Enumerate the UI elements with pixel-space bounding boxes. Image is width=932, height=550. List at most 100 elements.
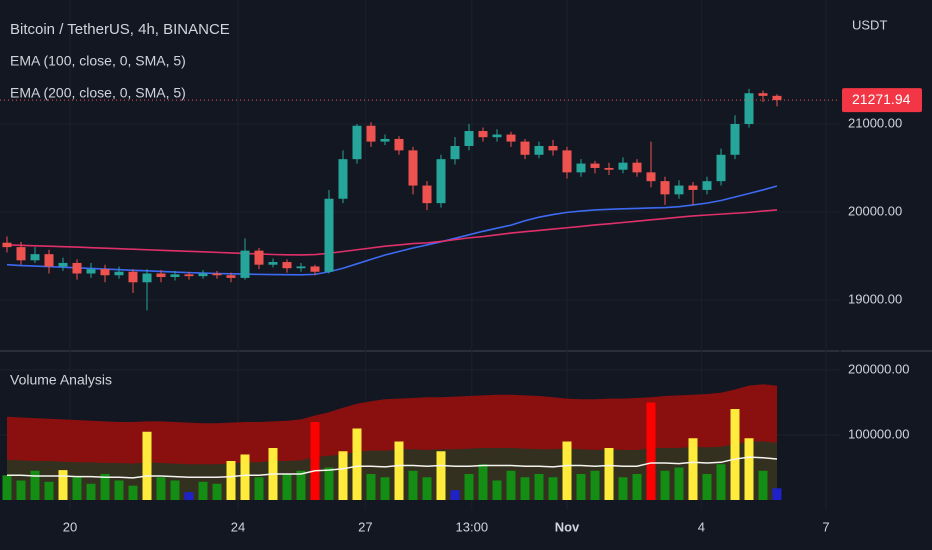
volume-bar [310,422,320,500]
volume-ma-line [7,456,778,479]
volume-bar [240,454,250,500]
candle-body [142,273,152,283]
volume-bar [660,470,670,500]
volume-bar [534,474,544,500]
volume-bar [128,485,138,500]
volume-bar [520,477,530,500]
legend-entry: EMA (100, close, 0, SMA, 5) [10,53,186,69]
candle-body [212,273,222,276]
candle-body [674,185,684,195]
volume-bar [576,474,586,500]
volume-bar [758,470,768,500]
candle-body [758,93,768,96]
volume-bar [422,477,432,500]
candle-body [58,262,68,267]
volume-bar [730,409,740,500]
candle-body [16,247,26,261]
volume-bar [674,467,684,500]
candle-body [422,185,432,204]
volume-bar [72,477,82,500]
candle-body [730,123,740,155]
chart-title: Bitcoin / TetherUS, 4h, BINANCE [10,21,230,38]
x-tick-label: 24 [231,519,245,534]
candle-body [772,95,782,101]
volume-bar [492,480,502,500]
y-tick-label: 200000.00 [848,361,909,376]
axis-unit: USDT [852,17,887,32]
candle-body [562,150,572,173]
volume-bar [58,470,68,500]
candle-body [86,269,96,274]
y-tick-label: 21000.00 [848,115,902,130]
volume-bar [226,461,236,500]
volume-bar [436,451,446,500]
volume-bar [44,481,54,500]
volume-bar [184,492,194,500]
candle-body [506,134,516,142]
volume-bar [408,470,418,500]
candle-body [450,145,460,160]
candle-body [394,138,404,151]
volume-bar [772,488,782,500]
volume-bar [324,467,334,500]
volume-bar [380,477,390,500]
candle-body [688,185,698,190]
volume-bar [716,464,726,500]
candle-body [352,125,362,160]
candle-body [310,266,320,272]
candle-body [100,269,110,276]
y-tick-label: 20000.00 [848,203,902,218]
volume-bar [282,474,292,500]
volume-bar [100,474,110,500]
volume-bar [198,481,208,500]
x-tick-label: 20 [63,519,77,534]
candle-body [324,198,334,272]
volume-bar [30,470,40,500]
x-tick-label: Nov [555,519,580,534]
y-tick-label: 19000.00 [848,291,902,306]
volume-bar [688,438,698,500]
candle-body [478,131,488,138]
candle-body [338,159,348,199]
volume-bar [450,490,460,500]
volume-bar [338,451,348,500]
candle-body [254,250,264,265]
candle-body [268,262,278,265]
candle-body [702,181,712,190]
volume-bar [646,402,656,500]
x-tick-label: 7 [822,519,829,534]
volume-bar [394,441,404,500]
volume-bar [744,438,754,500]
volume-bar [506,470,516,500]
candle-body [366,125,376,142]
candle-body [548,145,558,151]
x-tick-label: 13:00 [456,519,489,534]
volume-bar [562,441,572,500]
candle-body [226,275,236,278]
candle-body [632,162,642,173]
volume-bar [254,477,264,500]
candle-body [30,254,40,261]
candle-body [198,273,208,277]
volume-bar [2,475,12,500]
candle-body [660,181,670,195]
candle-body [128,271,138,283]
volume-bar [142,431,152,500]
volume-bar [212,483,222,500]
volume-bar [590,470,600,500]
candle-body [170,274,180,278]
volume-bar [366,474,376,500]
volume-bar [170,480,180,500]
volume-bar [478,464,488,500]
candle-body [44,254,54,267]
last-price-box [842,88,922,113]
candle-body [576,163,586,173]
volume-bar [16,480,26,500]
legend-entry: EMA (200, close, 0, SMA, 5) [10,85,186,101]
volume-bar [548,477,558,500]
candle-body [282,262,292,269]
pane-title: Volume Analysis [10,372,112,388]
volume-bar [296,470,306,500]
candle-body [2,242,12,248]
